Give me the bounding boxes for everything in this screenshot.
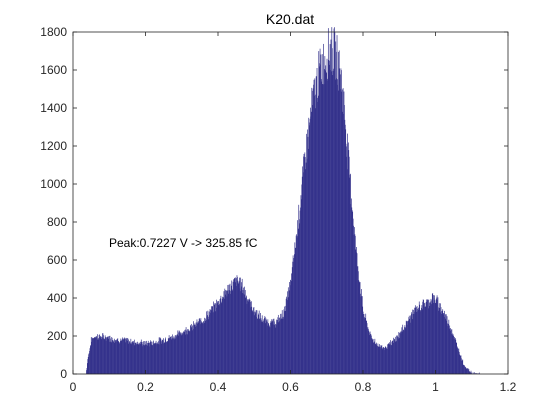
y-tick-label: 1800 xyxy=(40,25,67,39)
y-tick-label: 800 xyxy=(47,215,67,229)
y-tick-labels: 0 200 400 600 800 1000 1200 1400 1600 1800 xyxy=(40,25,67,381)
y-tick-label: 200 xyxy=(47,329,67,343)
x-tick-label: 1.2 xyxy=(500,380,517,394)
x-tick-labels: 0 0.2 0.4 0.6 0.8 1 1.2 xyxy=(70,380,517,394)
y-tick-label: 600 xyxy=(47,253,67,267)
x-tick-label: 0 xyxy=(70,380,77,394)
chart-title: K20.dat xyxy=(266,11,314,27)
x-tick-label: 0.2 xyxy=(137,380,154,394)
peak-annotation: Peak:0.7227 V -> 325.85 fC xyxy=(109,236,258,250)
y-tick-label: 1400 xyxy=(40,101,67,115)
y-tick-label: 1200 xyxy=(40,139,67,153)
x-tick-label: 0.8 xyxy=(355,380,372,394)
y-tick-label: 1000 xyxy=(40,177,67,191)
y-tick-label: 400 xyxy=(47,291,67,305)
x-tick-label: 0.6 xyxy=(282,380,299,394)
histogram-bar xyxy=(471,371,472,374)
y-tick-label: 0 xyxy=(60,367,67,381)
x-tick-label: 1 xyxy=(432,380,439,394)
y-tick-label: 1600 xyxy=(40,63,67,77)
x-tick-label: 0.4 xyxy=(210,380,227,394)
